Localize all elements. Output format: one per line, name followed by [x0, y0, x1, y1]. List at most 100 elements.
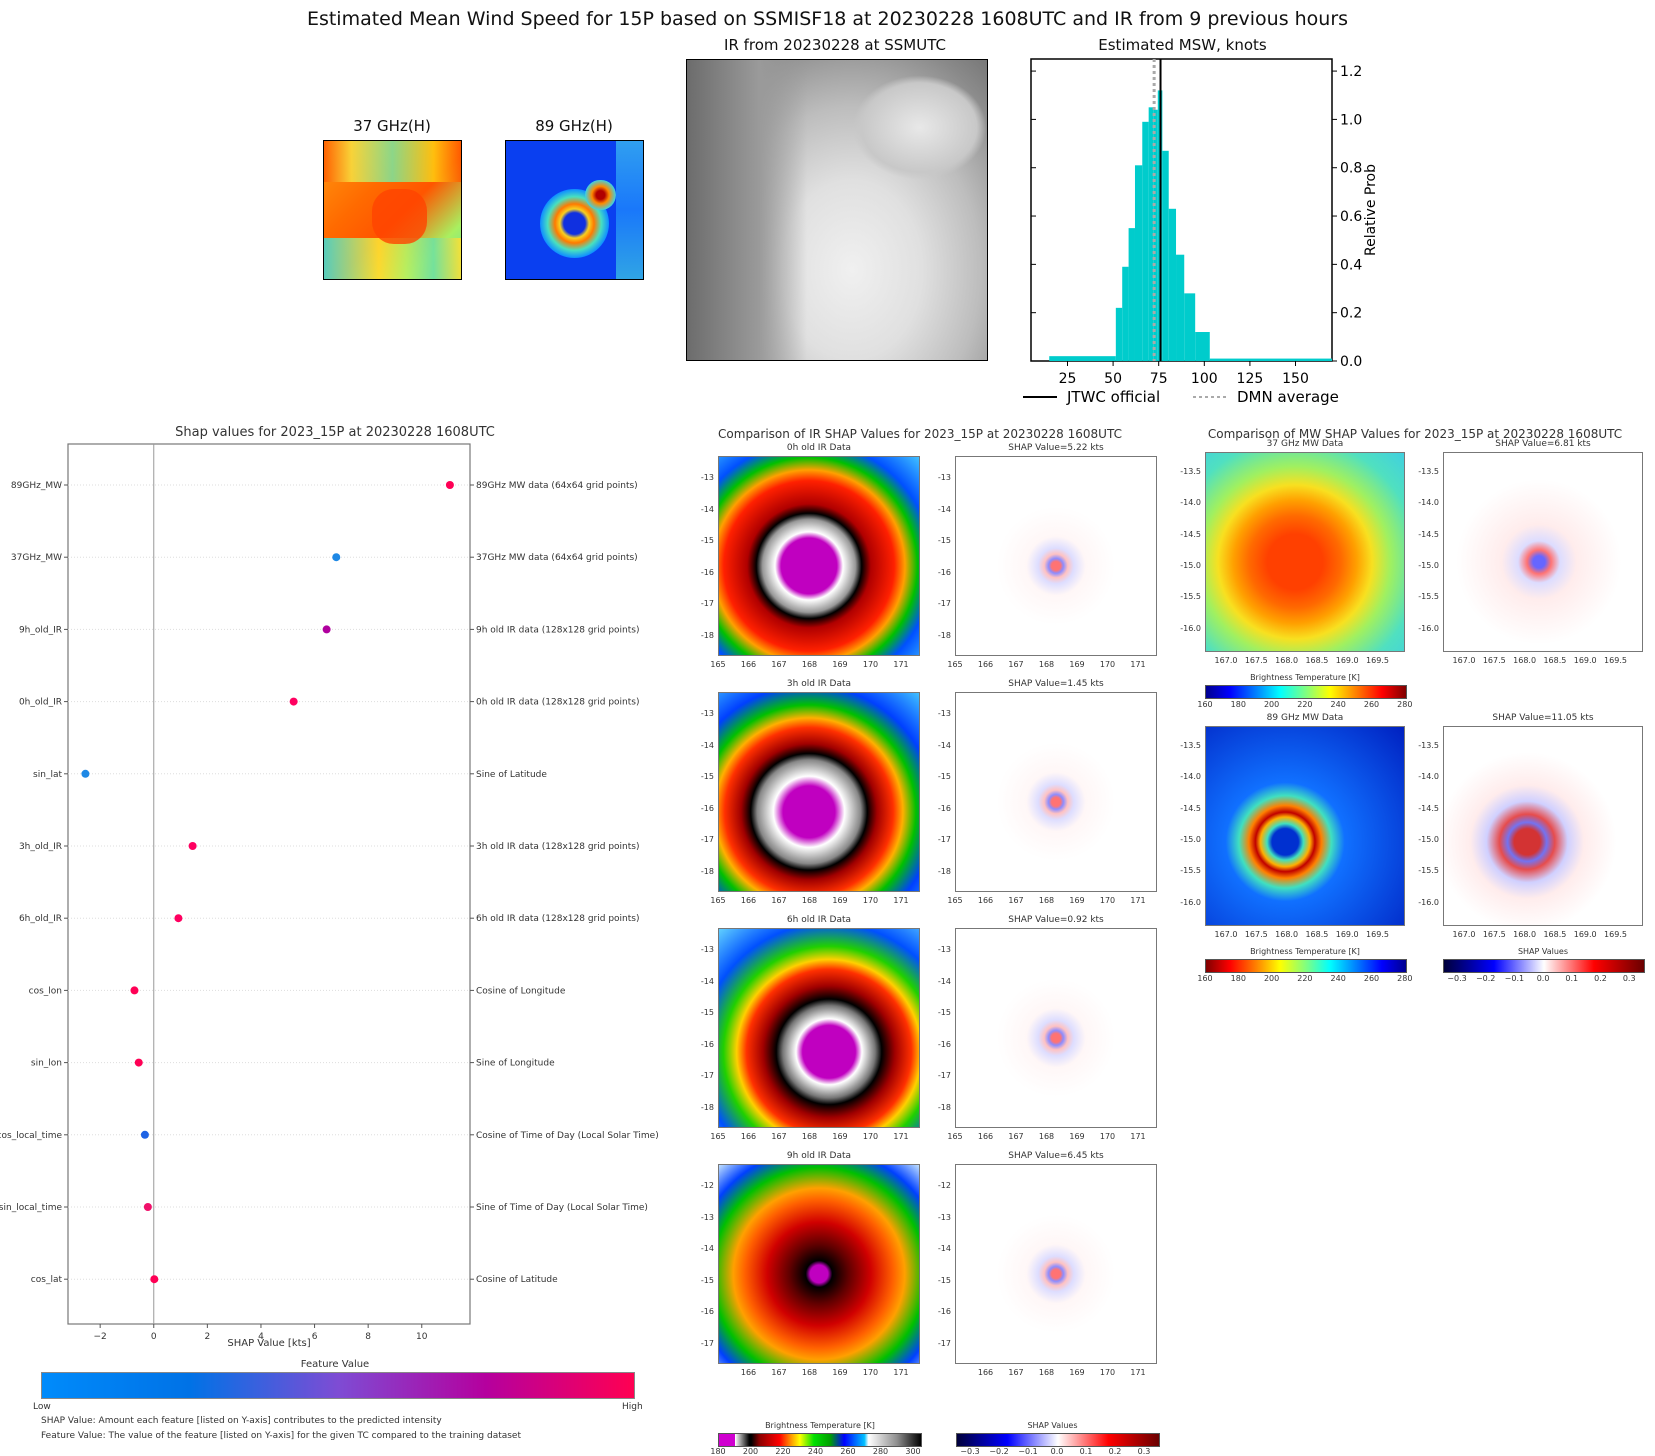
- y-tick-label: 0.0: [1340, 354, 1362, 370]
- ir-shap-colorbar-label: SHAP Values: [1027, 1421, 1078, 1430]
- ir-x-tick-label: 165: [947, 896, 963, 905]
- feature-name-label: sin_lat: [33, 770, 62, 780]
- y-tick-label: 1.0: [1340, 112, 1362, 128]
- ir-x-tick-label: 165: [947, 1132, 963, 1141]
- mw-y-tick-label: -14.5: [1180, 803, 1201, 813]
- ir-y-tick-label: -17: [937, 1338, 951, 1348]
- ir-shap-colorbar-tick: −0.2: [989, 1447, 1009, 1456]
- ir-x-tick-label: 171: [893, 1132, 909, 1141]
- ir-x-tick-label: 168: [1038, 896, 1055, 905]
- feature-name-label: 6h_old_IR: [19, 914, 62, 924]
- shap-dot: [188, 842, 197, 850]
- ir-y-tick-label: -16: [937, 567, 951, 577]
- histogram-bar: [1128, 228, 1135, 361]
- ir-grayscale-image: [686, 59, 988, 361]
- mw-bt-colorbar-tick: 240: [1330, 974, 1346, 983]
- mw-x-tick-label: 167.5: [1482, 930, 1506, 939]
- mw-y-tick-label: -14.5: [1180, 529, 1201, 539]
- figure-title: Estimated Mean Wind Speed for 15P based …: [306, 8, 1349, 30]
- mw-x-tick-label: 168.0: [1275, 930, 1299, 939]
- shap-note-1: SHAP Value: Amount each feature [listed …: [41, 1416, 442, 1426]
- ir-x-tick-label: 165: [710, 896, 726, 905]
- ir-data-title: 0h old IR Data: [786, 443, 852, 453]
- mw-x-tick-label: 169.0: [1573, 656, 1597, 665]
- mw-shap-colorbar-tick: −0.3: [1447, 974, 1467, 983]
- mw37-thumb-title: 37 GHz(H): [353, 117, 431, 135]
- mw-y-tick-label: -15.0: [1180, 834, 1201, 844]
- mw-compare-title: Comparison of MW SHAP Values for 2023_15…: [1207, 427, 1623, 441]
- histogram-bar: [1115, 307, 1123, 361]
- feature-name-label: cos_local_time: [0, 1131, 62, 1141]
- ir-y-tick-label: -15: [700, 1275, 714, 1285]
- mw-y-tick-label: -14.5: [1418, 529, 1439, 539]
- mw-shap-image: [1443, 726, 1643, 926]
- feature-description-label: 0h old IR data (128x128 grid points): [476, 698, 639, 708]
- mw-x-tick-label: 169.5: [1604, 656, 1627, 665]
- mw-shap-colorbar-tick: 0.1: [1565, 974, 1579, 983]
- feature-name-label: 0h_old_IR: [19, 698, 62, 708]
- feature-name-label: cos_lat: [31, 1275, 63, 1285]
- feature-name-label: sin_lon: [31, 1059, 62, 1069]
- feature-name-label: sin_local_time: [0, 1203, 62, 1213]
- ir-shap-title: SHAP Value=0.92 kts: [1008, 915, 1104, 925]
- mw-bt-colorbar-tick: 260: [1363, 700, 1380, 709]
- shap-dot: [150, 1275, 159, 1284]
- ir-x-tick-label: 168: [801, 896, 818, 905]
- ir-x-tick-label: 166: [740, 1132, 757, 1141]
- ir-x-tick-label: 166: [740, 896, 757, 905]
- mw-bt-colorbar-tick: 280: [1397, 974, 1413, 983]
- mw-bt-colorbar-tick: 200: [1263, 974, 1280, 983]
- feature-name-label: 89GHz_MW: [11, 481, 62, 491]
- mw-x-tick-label: 167.0: [1214, 930, 1238, 939]
- ir-x-tick-label: 170: [1099, 660, 1116, 669]
- mw-x-tick-label: 169.0: [1335, 930, 1359, 939]
- feature-name-label: cos_lon: [29, 986, 62, 996]
- mw-data-image: [1205, 452, 1405, 652]
- ir-x-tick-label: 166: [740, 660, 757, 669]
- ir-y-tick-label: -15: [937, 772, 951, 781]
- mw-shap-colorbar-tick: −0.1: [1504, 974, 1525, 983]
- mw-y-tick-label: -14.5: [1418, 803, 1439, 813]
- feature-description-label: 6h old IR data (128x128 grid points): [476, 914, 639, 924]
- mw-x-tick-label: 169.5: [1366, 656, 1389, 665]
- mw-x-tick-label: 167.5: [1244, 656, 1268, 665]
- ir-x-tick-label: 170: [1099, 896, 1116, 905]
- ir-y-tick-label: -14: [700, 504, 714, 514]
- histogram-bar: [1209, 358, 1332, 361]
- mw-bt-colorbar-tick: 220: [1297, 974, 1313, 983]
- mw37-bt-colorbar: [1205, 685, 1407, 699]
- ir-shap-colorbar-tick: 0.0: [1050, 1447, 1064, 1456]
- ir-x-tick-label: 169: [1069, 660, 1085, 669]
- mw-x-tick-label: 168.0: [1513, 656, 1537, 665]
- ir-y-tick-label: -17: [700, 1338, 714, 1348]
- histogram-bar: [1195, 332, 1210, 361]
- ir-shap-colorbar-tick: 0.2: [1108, 1447, 1122, 1456]
- y-tick-label: 1.2: [1340, 64, 1362, 80]
- ir-y-tick-label: -13: [700, 473, 714, 482]
- mw-x-tick-label: 168.5: [1305, 656, 1329, 665]
- mw-shap-title: SHAP Value=6.81 kts: [1495, 439, 1591, 449]
- ir-x-tick-label: 167: [1008, 1132, 1024, 1141]
- y-tick-label: 0.8: [1340, 161, 1362, 177]
- mw-bt-colorbar-tick: 220: [1297, 700, 1313, 709]
- ir-x-tick-label: 167: [771, 1368, 787, 1377]
- ir-x-tick-label: 170: [862, 896, 879, 905]
- ir-x-tick-label: 166: [977, 1132, 994, 1141]
- feature-description-label: Sine of Latitude: [476, 770, 547, 780]
- mw-bt-colorbar-tick: 240: [1330, 700, 1346, 709]
- mw-x-tick-label: 167.5: [1482, 656, 1506, 665]
- ir-y-tick-label: -18: [937, 1102, 951, 1112]
- histogram-bar: [1148, 107, 1154, 361]
- ir-shap-colorbar-tick: −0.3: [960, 1447, 980, 1456]
- shap-dot: [445, 481, 454, 489]
- feature-description-label: Cosine of Latitude: [476, 1275, 558, 1285]
- ir-x-tick-label: 167: [1008, 1368, 1024, 1377]
- ir-x-tick-label: 168: [801, 1368, 818, 1377]
- shap-x-tick-label: 6: [312, 1332, 318, 1342]
- colorbar-high-label: High: [622, 1402, 643, 1412]
- ir-x-tick-label: 169: [832, 896, 848, 905]
- ir-y-tick-label: -12: [937, 1181, 951, 1190]
- feature-name-label: 3h_old_IR: [19, 842, 62, 852]
- shap-dot: [81, 769, 90, 778]
- ir-x-tick-label: 171: [1130, 896, 1146, 905]
